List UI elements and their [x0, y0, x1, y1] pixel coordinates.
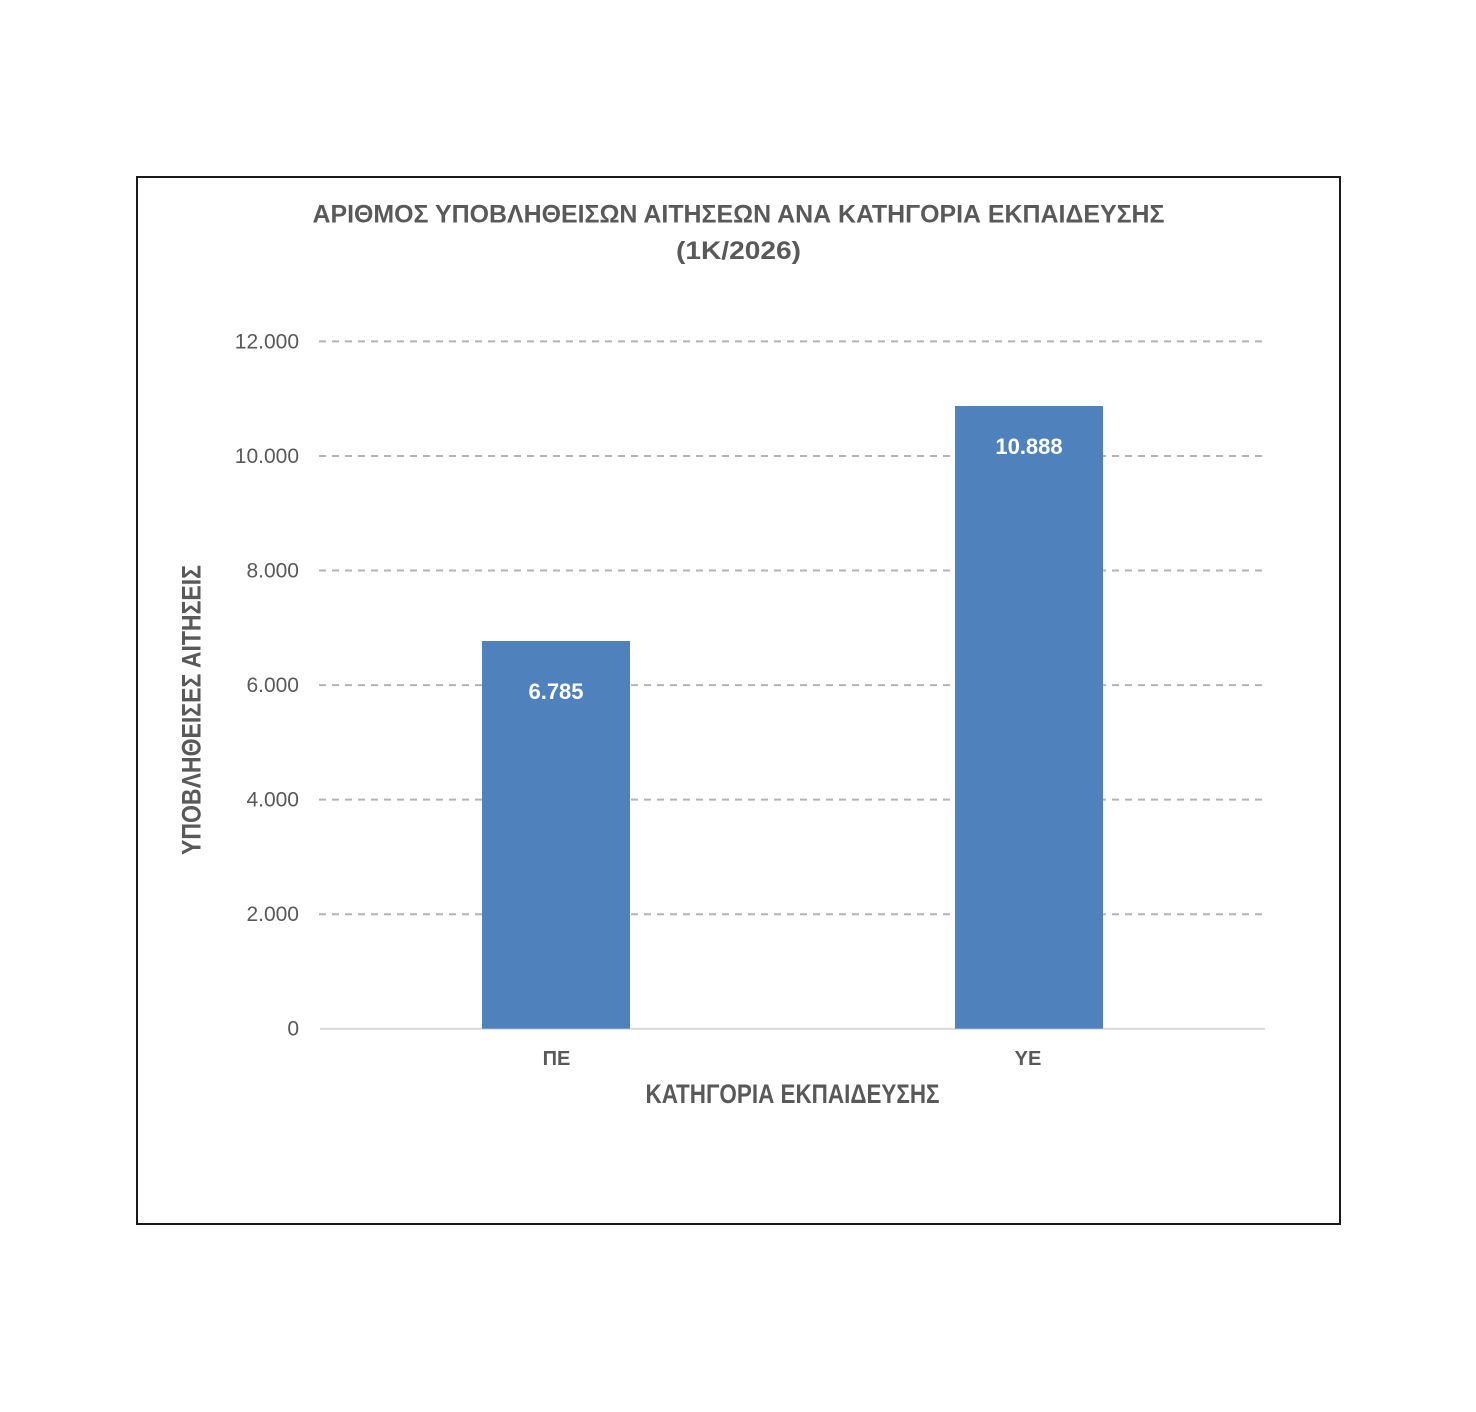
- svg-text:2.000: 2.000: [246, 903, 299, 926]
- svg-text:ΥΕ: ΥΕ: [1015, 1048, 1042, 1070]
- svg-text:12.000: 12.000: [235, 330, 299, 353]
- svg-text:4.000: 4.000: [246, 789, 299, 812]
- svg-text:(1Κ/2026): (1Κ/2026): [676, 237, 801, 265]
- svg-text:ΚΑΤΗΓΟΡΙΑ ΕΚΠΑΙΔΕΥΣΗΣ: ΚΑΤΗΓΟΡΙΑ ΕΚΠΑΙΔΕΥΣΗΣ: [646, 1079, 940, 1109]
- svg-text:6.000: 6.000: [246, 674, 299, 697]
- svg-text:10.000: 10.000: [235, 445, 299, 468]
- svg-text:ΑΡΙΘΜΟΣ ΥΠΟΒΛΗΘΕΙΣΩΝ ΑΙΤΗΣΕΩΝ: ΑΡΙΘΜΟΣ ΥΠΟΒΛΗΘΕΙΣΩΝ ΑΙΤΗΣΕΩΝ ΑΝΑ ΚΑΤΗΓΟ…: [313, 201, 1165, 229]
- svg-text:ΥΠΟΒΛΗΘΕΙΣΕΣ ΑΙΤΗΣΕΙΣ: ΥΠΟΒΛΗΘΕΙΣΕΣ ΑΙΤΗΣΕΙΣ: [177, 565, 207, 855]
- svg-text:0: 0: [287, 1018, 299, 1041]
- svg-text:10.888: 10.888: [995, 434, 1062, 459]
- svg-text:6.785: 6.785: [528, 679, 583, 704]
- svg-text:ΠΕ: ΠΕ: [543, 1048, 571, 1070]
- svg-text:8.000: 8.000: [246, 560, 299, 583]
